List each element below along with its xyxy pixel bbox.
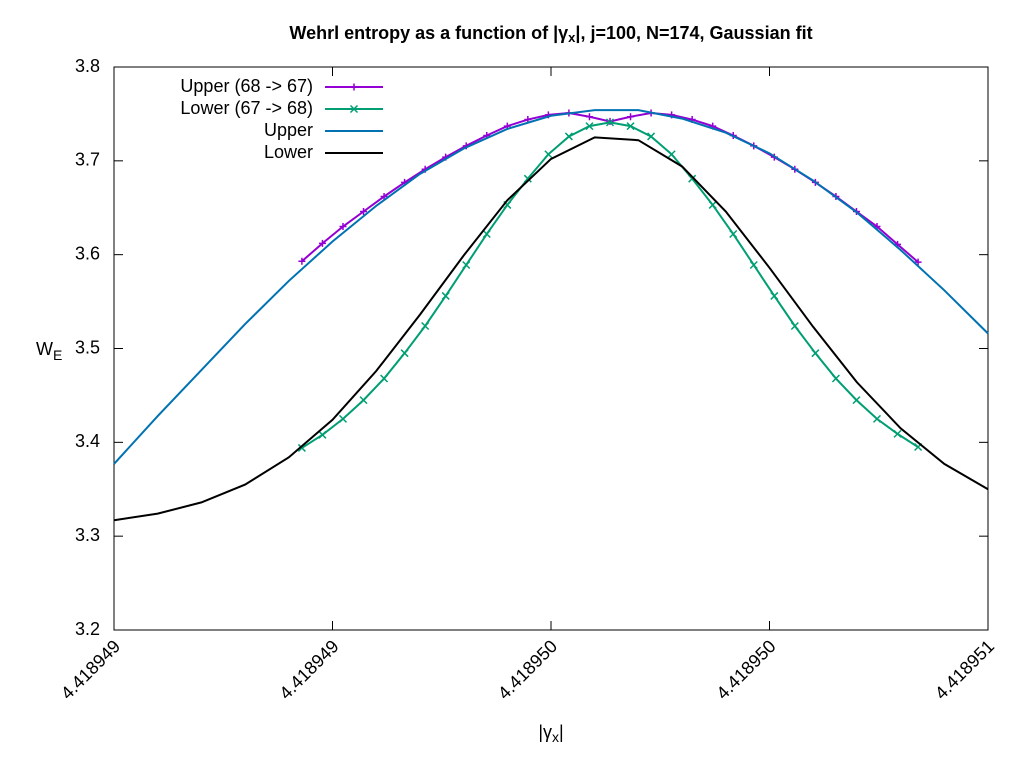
- data-point: [400, 349, 409, 358]
- x-tick-label: 4.418950: [494, 636, 561, 703]
- title-suffix: |, j=100, N=174, Gaussian fit: [575, 23, 812, 43]
- y-label-text: W: [36, 339, 53, 359]
- series-line: [113, 136, 989, 522]
- x-tick-label: 4.418951: [931, 636, 998, 703]
- data-point: [790, 321, 799, 331]
- data-point: [421, 321, 430, 331]
- x-label-text: |γ: [538, 722, 552, 742]
- data-point: [914, 258, 922, 266]
- data-point: [585, 113, 593, 121]
- data-point: [380, 374, 389, 383]
- x-label-subscript: x: [552, 729, 559, 745]
- y-tick-label: 3.2: [75, 619, 100, 639]
- title-subscript: x: [568, 30, 576, 45]
- data-point: [564, 132, 573, 141]
- y-tick-label: 3.5: [75, 337, 100, 357]
- series-line: [301, 111, 919, 263]
- data-point: [605, 118, 615, 127]
- title-text: Wehrl entropy as a function of |γ: [289, 23, 568, 43]
- x-axis-label: |γx|: [538, 722, 563, 745]
- legend-marker: [350, 83, 358, 91]
- legend-label: Upper (68 -> 67): [180, 76, 313, 96]
- data-point: [318, 239, 326, 247]
- y-tick-label: 3.8: [75, 56, 100, 76]
- data-point: [647, 132, 656, 141]
- data-point: [318, 430, 327, 439]
- data-point: [338, 414, 348, 423]
- legend-marker: [349, 104, 359, 114]
- y-tick-label: 3.7: [75, 150, 100, 170]
- data-point: [544, 150, 553, 159]
- y-tick-label: 3.3: [75, 525, 100, 545]
- chart-title: Wehrl entropy as a function of |γx|, j=1…: [289, 23, 812, 46]
- data-point: [708, 200, 717, 209]
- data-point: [360, 208, 368, 216]
- data-point: [831, 374, 840, 383]
- series-line: [113, 109, 989, 465]
- data-point: [667, 150, 676, 159]
- data-point: [585, 122, 594, 131]
- data-point: [441, 291, 450, 300]
- data-point: [872, 414, 882, 423]
- x-tick-label: 4.418950: [712, 636, 779, 703]
- x-label-suffix: |: [559, 722, 564, 742]
- data-point: [852, 396, 861, 405]
- data-point: [298, 257, 306, 265]
- data-point: [482, 229, 491, 239]
- data-point: [297, 443, 306, 452]
- data-point: [359, 396, 368, 405]
- data-point: [729, 229, 738, 239]
- y-tick-label: 3.6: [75, 243, 100, 263]
- data-point: [380, 192, 388, 200]
- data-point: [749, 260, 758, 270]
- series-line: [301, 121, 919, 449]
- y-label-subscript: E: [53, 347, 62, 363]
- legend-label: Lower: [264, 142, 313, 162]
- data-point: [627, 113, 635, 121]
- y-tick-label: 3.4: [75, 431, 100, 451]
- data-point: [893, 429, 902, 438]
- x-tick-label: 4.418949: [275, 636, 342, 703]
- legend-label: Lower (67 -> 68): [180, 98, 313, 118]
- data-point: [462, 260, 471, 270]
- data-point: [811, 349, 820, 358]
- legend-label: Upper: [264, 120, 313, 140]
- data-point: [770, 291, 779, 300]
- x-tick-label: 4.418949: [57, 636, 124, 703]
- data-point: [688, 174, 697, 183]
- data-point: [523, 174, 532, 183]
- data-point: [339, 223, 347, 231]
- data-point: [626, 122, 635, 131]
- y-axis-label: WE: [36, 339, 62, 363]
